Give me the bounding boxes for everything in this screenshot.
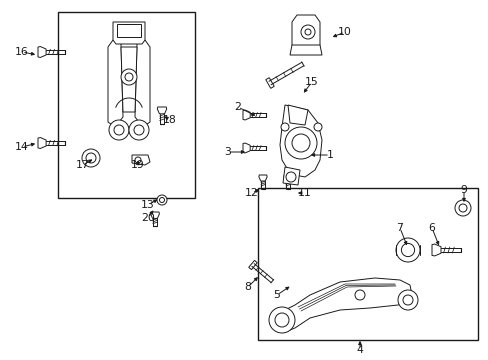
Text: 17: 17 bbox=[76, 160, 90, 170]
Text: 6: 6 bbox=[427, 223, 434, 233]
Polygon shape bbox=[280, 105, 321, 177]
Polygon shape bbox=[113, 22, 145, 44]
Text: 1: 1 bbox=[326, 150, 333, 160]
Circle shape bbox=[291, 134, 309, 152]
Text: 4: 4 bbox=[356, 345, 363, 355]
Circle shape bbox=[157, 195, 167, 205]
Text: 10: 10 bbox=[337, 27, 351, 37]
Circle shape bbox=[395, 238, 419, 262]
Text: 15: 15 bbox=[305, 77, 318, 87]
Polygon shape bbox=[150, 212, 159, 219]
Text: 19: 19 bbox=[131, 160, 144, 170]
Circle shape bbox=[281, 123, 288, 131]
Polygon shape bbox=[289, 45, 321, 55]
Circle shape bbox=[354, 290, 364, 300]
Polygon shape bbox=[38, 46, 46, 58]
Polygon shape bbox=[135, 40, 150, 127]
Polygon shape bbox=[283, 167, 299, 185]
Circle shape bbox=[121, 69, 137, 85]
Polygon shape bbox=[243, 110, 250, 120]
Polygon shape bbox=[108, 40, 123, 127]
Circle shape bbox=[454, 200, 470, 216]
Bar bbox=[258, 188, 477, 340]
Text: 9: 9 bbox=[460, 185, 467, 195]
Circle shape bbox=[301, 25, 314, 39]
Polygon shape bbox=[243, 143, 250, 153]
Polygon shape bbox=[284, 175, 291, 181]
Bar bbox=[58, 12, 195, 198]
Polygon shape bbox=[287, 105, 307, 125]
Text: 11: 11 bbox=[298, 188, 311, 198]
Polygon shape bbox=[291, 15, 319, 50]
Text: 5: 5 bbox=[273, 290, 280, 300]
Polygon shape bbox=[248, 260, 257, 270]
Circle shape bbox=[397, 290, 417, 310]
Text: 16: 16 bbox=[15, 47, 29, 57]
Text: 14: 14 bbox=[15, 142, 29, 152]
Polygon shape bbox=[431, 244, 440, 256]
Text: 2: 2 bbox=[234, 102, 241, 112]
Text: 8: 8 bbox=[244, 282, 251, 292]
Circle shape bbox=[313, 123, 321, 131]
Circle shape bbox=[82, 149, 100, 167]
Text: 7: 7 bbox=[396, 223, 403, 233]
Polygon shape bbox=[132, 155, 150, 165]
Polygon shape bbox=[278, 278, 411, 332]
Circle shape bbox=[285, 127, 316, 159]
Circle shape bbox=[129, 120, 149, 140]
Circle shape bbox=[285, 172, 295, 182]
Text: 20: 20 bbox=[141, 213, 155, 223]
Polygon shape bbox=[38, 138, 46, 148]
Polygon shape bbox=[265, 78, 274, 88]
Text: 18: 18 bbox=[163, 115, 177, 125]
Text: 13: 13 bbox=[141, 200, 155, 210]
Polygon shape bbox=[157, 107, 166, 114]
Circle shape bbox=[109, 120, 129, 140]
Text: 12: 12 bbox=[244, 188, 258, 198]
Polygon shape bbox=[121, 47, 137, 112]
Polygon shape bbox=[117, 24, 141, 37]
Text: 3: 3 bbox=[224, 147, 231, 157]
Circle shape bbox=[268, 307, 294, 333]
Polygon shape bbox=[258, 175, 266, 181]
